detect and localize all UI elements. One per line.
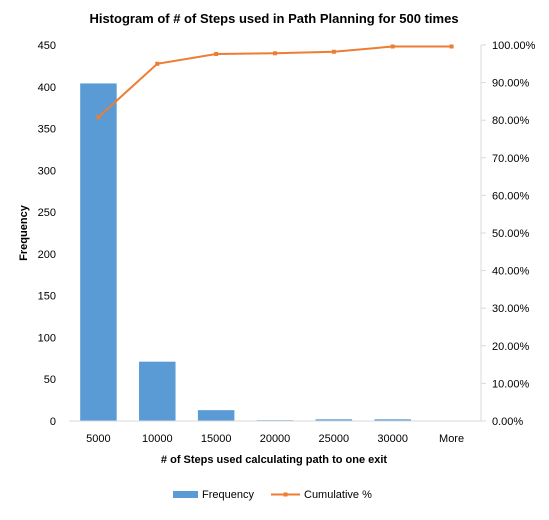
y-axis-title: Frequency bbox=[18, 204, 30, 261]
x-tick-label: 5000 bbox=[86, 433, 110, 445]
bar-series bbox=[80, 83, 411, 422]
y2-tick-label: 100.00% bbox=[492, 40, 536, 52]
cumulative-marker bbox=[449, 44, 454, 49]
y-axis-right-ticks: 0.00% 10.00% 20.00% 30.00% 40.00% 50.00% 60.00… bbox=[481, 40, 536, 428]
cumulative-marker bbox=[155, 61, 160, 66]
cumulative-marker bbox=[390, 44, 395, 49]
y-tick-label: 450 bbox=[38, 40, 56, 52]
legend-frequency-label: Frequency bbox=[202, 489, 254, 501]
bar bbox=[315, 419, 353, 421]
y-tick-label: 100 bbox=[38, 332, 56, 344]
bar bbox=[374, 419, 411, 421]
y2-tick-label: 60.00% bbox=[492, 190, 530, 202]
y-tick-label: 400 bbox=[38, 82, 56, 94]
bar bbox=[197, 410, 235, 421]
x-tick-label: 30000 bbox=[377, 433, 408, 445]
x-tick-label: 10000 bbox=[142, 433, 173, 445]
x-axis-title: # of Steps used calculating path to one … bbox=[161, 454, 387, 466]
y-tick-label: 250 bbox=[38, 207, 56, 219]
y-tick-label: 300 bbox=[38, 165, 56, 177]
y2-tick-label: 20.00% bbox=[492, 341, 530, 353]
bar bbox=[80, 83, 117, 422]
legend: Frequency Cumulative % bbox=[173, 489, 372, 501]
y-tick-label: 0 bbox=[50, 416, 56, 428]
y-tick-label: 350 bbox=[38, 124, 56, 136]
y-tick-label: 200 bbox=[38, 249, 56, 261]
cumulative-marker bbox=[331, 49, 336, 54]
y-tick-label: 150 bbox=[38, 291, 56, 303]
cumulative-line-series bbox=[96, 44, 454, 120]
cumulative-marker bbox=[273, 51, 277, 56]
y2-tick-label: 80.00% bbox=[492, 115, 530, 127]
cumulative-marker bbox=[96, 115, 101, 120]
bar bbox=[139, 361, 176, 421]
legend-cumulative-marker bbox=[283, 492, 288, 497]
x-tick-label: 15000 bbox=[201, 433, 232, 445]
y2-tick-label: 0.00% bbox=[492, 416, 523, 428]
x-tick-label: 20000 bbox=[260, 433, 291, 445]
x-axis-ticks: 5000 10000 15000 20000 25000 30000 More bbox=[86, 433, 464, 445]
y2-tick-label: 10.00% bbox=[492, 378, 530, 390]
x-tick-label: 25000 bbox=[319, 433, 350, 445]
y2-tick-label: 90.00% bbox=[492, 78, 530, 90]
legend-frequency-swatch bbox=[173, 491, 198, 498]
y2-tick-label: 70.00% bbox=[492, 153, 530, 165]
y2-tick-label: 40.00% bbox=[492, 266, 530, 278]
y2-tick-label: 30.00% bbox=[492, 303, 530, 315]
x-tick-label: More bbox=[439, 433, 464, 445]
y2-tick-label: 50.00% bbox=[492, 228, 530, 240]
cumulative-line bbox=[97, 45, 452, 118]
y-axis-left-ticks: 0 50 100 150 200 250 300 350 400 450 bbox=[38, 40, 56, 428]
chart-title: Histogram of # of Steps used in Path Pla… bbox=[89, 11, 458, 26]
legend-cumulative-label: Cumulative % bbox=[304, 489, 372, 501]
y-tick-label: 50 bbox=[44, 374, 56, 386]
cumulative-marker bbox=[214, 52, 219, 57]
